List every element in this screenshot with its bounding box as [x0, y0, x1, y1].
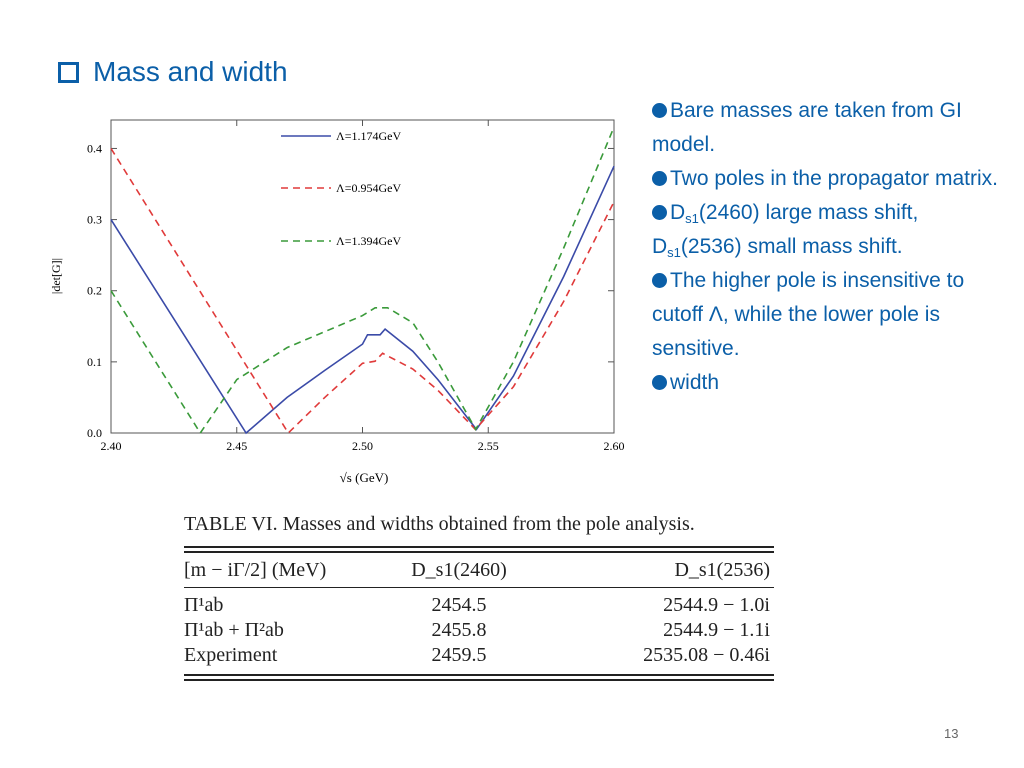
header-cell: D_s1(2460): [411, 558, 507, 581]
results-table: [m − iΓ/2] (MeV) D_s1(2460) D_s1(2536): [184, 553, 774, 587]
slide-title-group: Mass and width: [58, 56, 288, 88]
legend-label: Λ=0.954GeV: [336, 181, 401, 195]
row-value: 2455.8: [431, 619, 487, 641]
x-tick-label: 2.50: [352, 439, 373, 453]
header-cell: D_s1(2536): [674, 558, 770, 581]
legend-label: Λ=1.174GeV: [336, 129, 401, 143]
square-bullet-icon: [58, 61, 79, 83]
y-axis-label: |det[G]|: [49, 258, 63, 294]
table-header-row: [m − iΓ/2] (MeV) D_s1(2460) D_s1(2536): [184, 553, 774, 587]
chart-legend: Λ=1.174GeV Λ=0.954GeV Λ=1.394GeV: [281, 129, 401, 248]
bullet-dot-icon: [652, 205, 667, 220]
bullet-2: Two poles in the propagator matrix.: [652, 162, 1002, 196]
x-axis-label: √s (GeV): [340, 470, 389, 485]
row-value: 2544.9 − 1.0i: [663, 594, 770, 616]
table-row: Π¹ab 2454.5 2544.9 − 1.0i: [184, 593, 774, 618]
legend-label: Λ=1.394GeV: [336, 234, 401, 248]
bullet-dot-icon: [652, 375, 667, 390]
x-tick-label: 2.40: [101, 439, 122, 453]
bullet-list: Bare masses are taken from GI model. Two…: [652, 94, 1002, 400]
row-value: 2454.5: [431, 594, 487, 616]
row-label: Π¹ab + Π²ab: [184, 619, 284, 641]
table-bottom-rule: [184, 674, 774, 681]
results-table-block: TABLE VI. Masses and widths obtained fro…: [184, 512, 774, 681]
table-top-rule: [184, 546, 774, 553]
chart-series: [110, 126, 615, 435]
x-tick-label: 2.55: [478, 439, 499, 453]
y-tick-label: 0.1: [87, 355, 102, 369]
row-label: Experiment: [184, 644, 278, 666]
x-tick-label: 2.60: [604, 439, 625, 453]
y-tick-label: 0.3: [87, 213, 102, 227]
bullet-1: Bare masses are taken from GI model.: [652, 99, 962, 156]
y-tick-label: 0.4: [87, 141, 102, 155]
row-value: 2544.9 − 1.1i: [663, 619, 770, 641]
x-tick-label: 2.45: [226, 439, 247, 453]
series-line-2: [110, 148, 615, 435]
plot-frame: [110, 119, 615, 434]
det-g-line-chart: 2.40 2.45 2.50 2.55 2.60 0.0 0.1 0.2 0.3 0.4 Λ=1.…: [49, 119, 625, 485]
slide-title: Mass and width: [93, 56, 288, 87]
series-line-3: [110, 126, 615, 435]
series-line-1: [110, 165, 615, 435]
table-mid-rule: [184, 587, 774, 588]
slide-number: 13: [944, 726, 959, 741]
bullet-dot-icon: [652, 273, 667, 288]
bullet-dot-icon: [652, 103, 667, 118]
table-caption: TABLE VI. Masses and widths obtained fro…: [184, 513, 695, 535]
bullet-dot-icon: [652, 171, 667, 186]
axis-ticks: 2.40 2.45 2.50 2.55 2.60 0.0 0.1 0.2 0.3 0.4: [87, 120, 625, 453]
bullet-3: Ds1(2460) large mass shift, Ds1(2536) sm…: [652, 201, 919, 260]
bullet-5: width: [652, 366, 1002, 400]
row-value: 2459.5: [431, 644, 487, 666]
y-tick-label: 0.0: [87, 426, 102, 440]
table-row: Experiment 2459.5 2535.08 − 0.46i: [184, 643, 774, 668]
y-tick-label: 0.2: [87, 284, 102, 298]
row-label: Π¹ab: [184, 594, 224, 616]
row-value: 2535.08 − 0.46i: [643, 644, 770, 666]
results-table-body: Π¹ab 2454.5 2544.9 − 1.0i Π¹ab + Π²ab 24…: [184, 593, 774, 668]
bullet-4: The higher pole is insensitive to cutoff…: [652, 269, 965, 360]
table-row: Π¹ab + Π²ab 2455.8 2544.9 − 1.1i: [184, 618, 774, 643]
header-cell: [m − iΓ/2] (MeV): [184, 558, 327, 581]
